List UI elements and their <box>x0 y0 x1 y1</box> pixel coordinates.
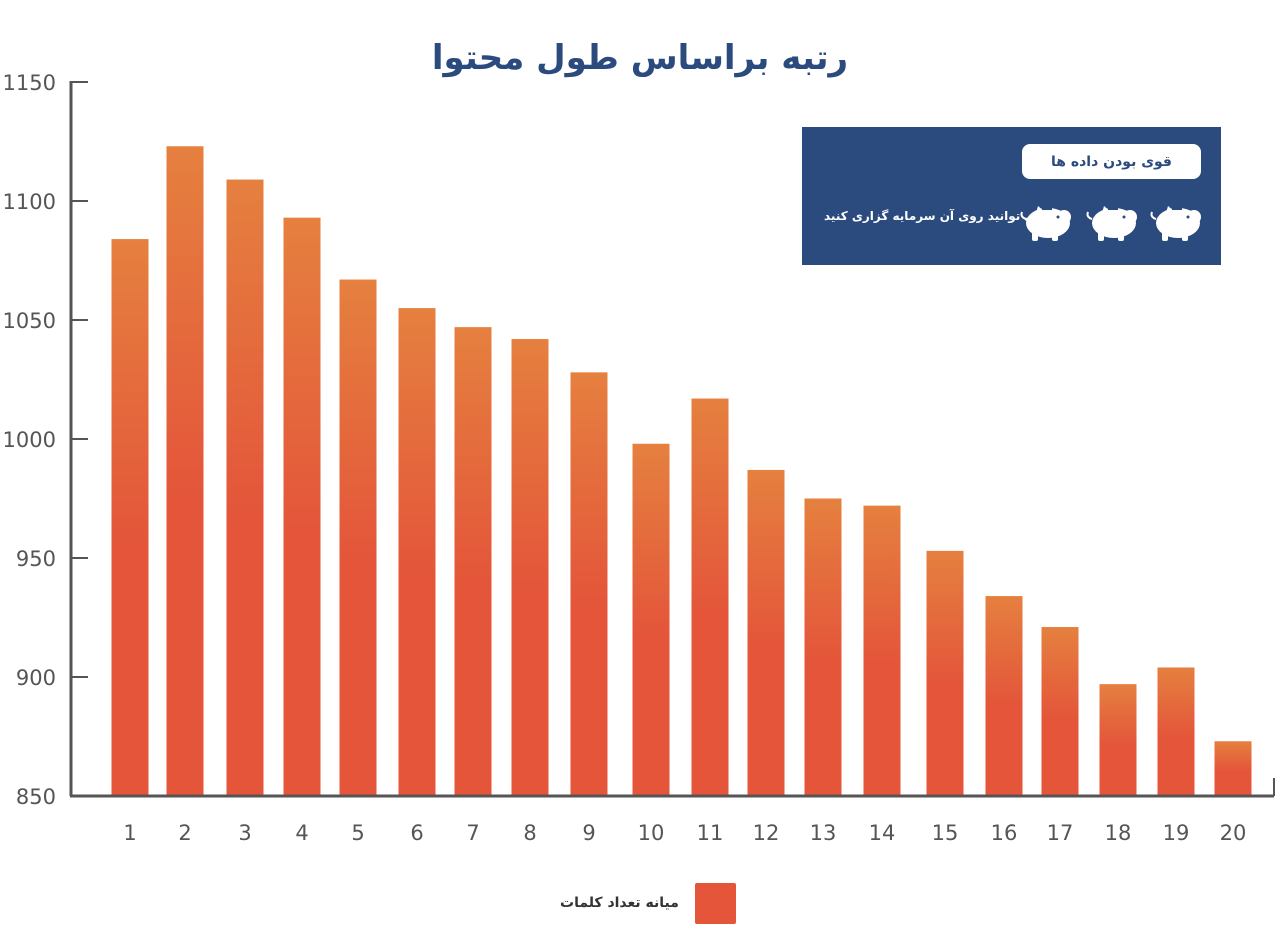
bar-20 <box>1214 741 1252 796</box>
x-tick-label: 15 <box>932 821 959 845</box>
bar-4 <box>283 217 321 796</box>
x-tick-label: 3 <box>238 821 251 845</box>
bar-19 <box>1157 667 1195 796</box>
bar-2 <box>166 146 204 796</box>
x-tick-label: 17 <box>1047 821 1074 845</box>
y-tick-label: 900 <box>16 666 56 690</box>
x-tick-label: 5 <box>351 821 364 845</box>
axes <box>69 81 1275 798</box>
x-tick-label: 14 <box>869 821 896 845</box>
x-tick-label: 13 <box>810 821 837 845</box>
legend-swatch <box>694 882 736 924</box>
bar-11 <box>691 398 729 796</box>
promo-text: می توانید روی آن سرمایه گزاری کنید <box>824 209 1044 223</box>
bar-17 <box>1041 627 1079 796</box>
piggy-bank-icon <box>1148 197 1204 245</box>
bar-1 <box>111 239 149 796</box>
bar-5 <box>339 279 377 796</box>
x-tick-label: 9 <box>582 821 595 845</box>
y-tick-label: 1050 <box>3 309 56 333</box>
y-tick-label: 1100 <box>3 190 56 214</box>
x-tick-label: 7 <box>466 821 479 845</box>
bar-14 <box>863 505 901 796</box>
bar-18 <box>1099 684 1137 796</box>
x-tick-labels: 1 2 3 4 5 6 7 8 9 10 11 12 13 14 15 16 17 18 19 20 <box>123 821 1246 845</box>
x-tick-label: 10 <box>638 821 665 845</box>
bar-6 <box>398 308 436 796</box>
legend-label: میانه تعداد کلمات <box>560 895 679 911</box>
piggy-bank-icon <box>1018 197 1074 245</box>
y-tick-labels: 850 900 950 1000 1050 1100 1150 <box>3 71 56 809</box>
bar-16 <box>985 596 1023 796</box>
x-tick-label: 18 <box>1105 821 1132 845</box>
y-tick-label: 1000 <box>3 428 56 452</box>
x-tick-label: 6 <box>410 821 423 845</box>
bar-3 <box>226 179 264 796</box>
y-tick-label: 950 <box>16 547 56 571</box>
x-tick-label: 11 <box>697 821 724 845</box>
piggy-bank-icon <box>1084 197 1140 245</box>
bar-8 <box>511 339 549 796</box>
bar-13 <box>804 498 842 796</box>
y-tick-label: 1150 <box>3 71 56 95</box>
x-tick-label: 4 <box>295 821 308 845</box>
x-tick-label: 16 <box>991 821 1018 845</box>
promo-badge[interactable]: قوی بودن داده ها <box>1022 144 1201 179</box>
bar-series <box>111 146 1252 796</box>
x-tick-label: 19 <box>1163 821 1190 845</box>
bar-9 <box>570 372 608 796</box>
bar-10 <box>632 443 670 796</box>
bar-15 <box>926 550 964 796</box>
bar-7 <box>454 327 492 796</box>
y-tick-label: 850 <box>16 785 56 809</box>
bar-12 <box>747 469 785 796</box>
x-tick-label: 12 <box>753 821 780 845</box>
x-tick-label: 20 <box>1220 821 1247 845</box>
legend: میانه تعداد کلمات <box>560 882 736 924</box>
x-tick-label: 8 <box>523 821 536 845</box>
x-tick-label: 2 <box>178 821 191 845</box>
x-tick-label: 1 <box>123 821 136 845</box>
chart-title: رتبه براساس طول محتوا <box>431 38 849 78</box>
promo-box: قوی بودن داده ها <box>802 127 1221 265</box>
